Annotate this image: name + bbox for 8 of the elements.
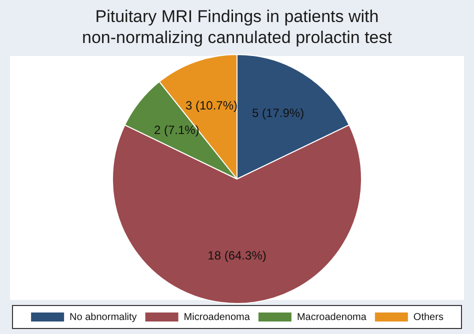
data-label: 5 (17.9%) [252,106,304,120]
legend-label: Microadenoma [184,312,250,323]
data-label: 18 (64.3%) [208,248,266,263]
chart-title: Pituitary MRI Findings in patients with non-normalizing cannulated prolactin test [81,6,393,48]
data-label: 2 (7.1%) [154,123,200,138]
legend-label: Others [413,312,444,323]
legend-label: Macroadenoma [296,312,367,323]
legend-label: No abnormality [70,312,137,323]
